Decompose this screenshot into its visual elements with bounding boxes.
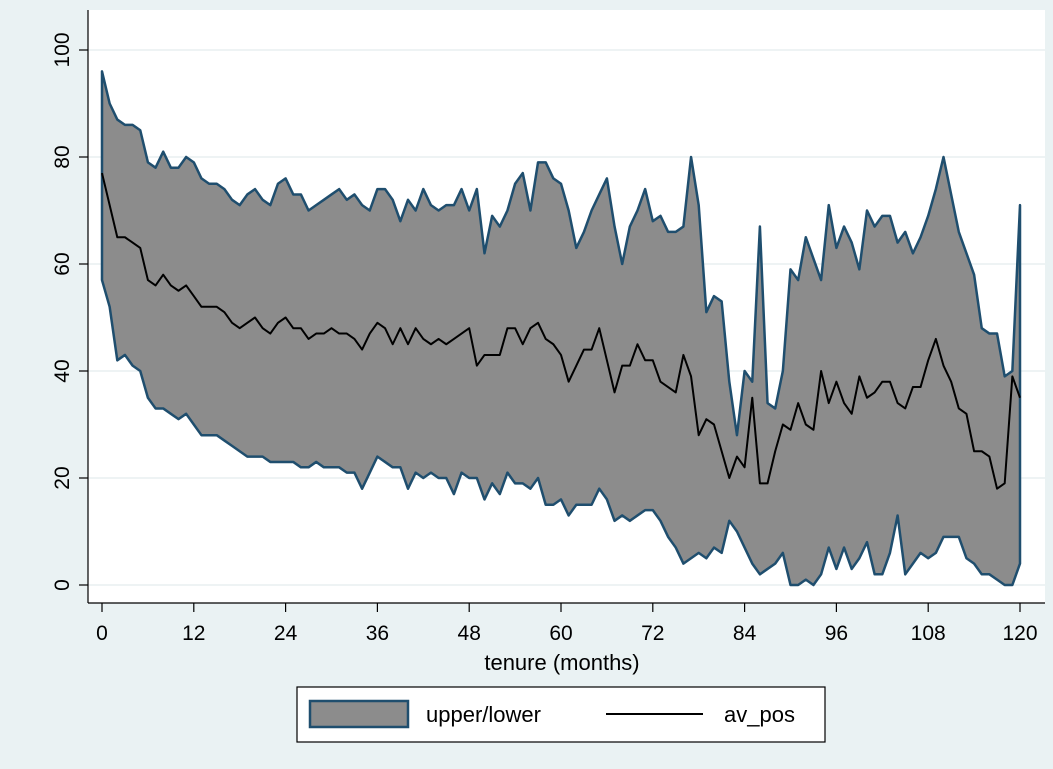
series-av-pos-line (101, 172, 1021, 490)
x-tick-label-72: 72 (641, 622, 664, 645)
x-tick-label-12: 12 (182, 622, 205, 645)
x-tick-label-48: 48 (458, 622, 481, 645)
legend-swatch-upper-lower (308, 699, 410, 729)
y-tick-label-100: 100 (51, 32, 74, 67)
band-area-upper-lower (100, 70, 1022, 587)
y-tick-label-80: 80 (51, 145, 74, 168)
legend-label-upper-lower: upper/lower (426, 702, 541, 727)
y-tick-label-60: 60 (51, 252, 74, 275)
x-tick-label-60: 60 (549, 622, 572, 645)
y-tick-label-0: 0 (51, 579, 74, 591)
x-tick-label-36: 36 (366, 622, 389, 645)
x-tick-label-120: 120 (1002, 622, 1037, 645)
axes (87, 10, 1045, 604)
y-tick-label-40: 40 (51, 359, 74, 382)
x-axis-title: tenure (months) (484, 650, 639, 675)
tick-marks (79, 49, 1021, 612)
x-tick-label-0: 0 (96, 622, 108, 645)
tick-labels: 0 12 24 36 48 60 72 84 96 108 120 0 20 40 60 80 100 (51, 32, 1038, 645)
x-tick-label-84: 84 (733, 622, 757, 645)
line-av-pos (101, 172, 1021, 490)
x-tick-label-96: 96 (825, 622, 848, 645)
x-tick-label-108: 108 (911, 622, 946, 645)
legend: upper/lower av_pos (296, 686, 826, 743)
series-upper-lower-band (100, 70, 1022, 587)
x-tick-label-24: 24 (274, 622, 298, 645)
legend-label-av-pos: av_pos (724, 702, 795, 727)
y-tick-label-20: 20 (51, 466, 74, 489)
